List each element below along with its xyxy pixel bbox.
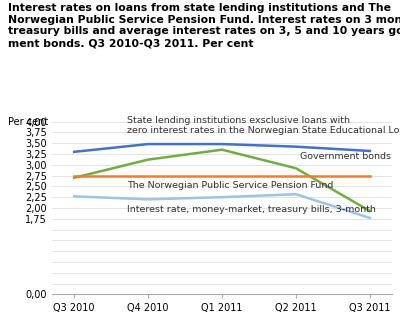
- Text: State lending institutions exsclusive loans with
zero interest rates in the Norw: State lending institutions exsclusive lo…: [127, 116, 400, 135]
- Text: Interest rate, money-market, treasury bills, 3-month: Interest rate, money-market, treasury bi…: [127, 204, 376, 213]
- Text: The Norwegian Public Service Pension Fund: The Norwegian Public Service Pension Fun…: [127, 181, 334, 190]
- Text: Interest rates on loans from state lending institutions and The
Norwegian Public: Interest rates on loans from state lendi…: [8, 3, 400, 48]
- Text: Per cent: Per cent: [8, 117, 48, 127]
- Text: Government bonds: Government bonds: [300, 152, 391, 161]
